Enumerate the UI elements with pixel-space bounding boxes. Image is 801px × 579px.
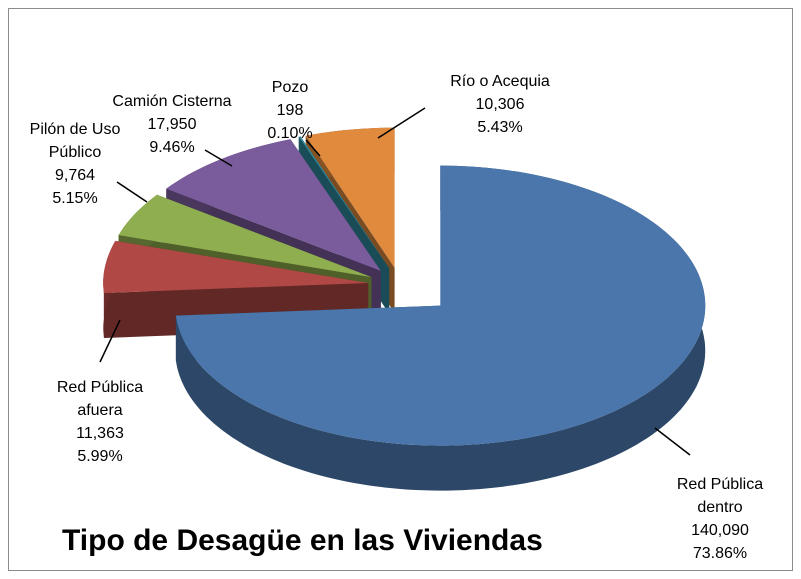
- value-label: 11,363: [76, 425, 124, 442]
- slice-top: [175, 165, 706, 446]
- leader-lines: [99, 107, 691, 456]
- value-label: 9.46%: [149, 139, 195, 156]
- data-label: Pozo 198 0.10%: [240, 76, 340, 145]
- slice-top: [298, 136, 390, 269]
- data-label: Camión Cisterna 17,950 9.46%: [92, 90, 252, 159]
- value-label: 198: [276, 102, 304, 119]
- category-label: Río o Acequia: [450, 73, 550, 90]
- leader-line: [204, 149, 233, 167]
- category-label: Camión Cisterna: [112, 93, 232, 110]
- leader-line: [654, 427, 691, 456]
- data-label: Pilón de Uso Público 9,764 5.15%: [15, 118, 135, 210]
- data-label: Río o Acequia 10,306 5.43%: [430, 70, 570, 139]
- data-label: Red Pública dentro 140,090 73.86%: [670, 473, 770, 565]
- value-label: 5.99%: [77, 448, 123, 465]
- leader-line: [99, 319, 121, 363]
- value-label: 9,764: [54, 167, 96, 184]
- category-label: Red Pública dentro: [676, 476, 764, 516]
- slice: [175, 165, 706, 491]
- leader-line: [377, 107, 426, 139]
- data-label: Red Pública afuera 11,363 5.99%: [40, 376, 160, 468]
- slice-top: [166, 139, 381, 271]
- category-label: Red Pública afuera: [56, 379, 144, 419]
- chart-border: [8, 8, 793, 571]
- category-label: Pozo: [271, 79, 309, 96]
- value-label: 5.15%: [52, 190, 98, 207]
- value-label: 73.86%: [692, 545, 748, 562]
- leader-line: [305, 139, 321, 157]
- leader-line: [116, 181, 148, 203]
- slice-top: [305, 127, 395, 268]
- value-label: 0.10%: [267, 125, 313, 142]
- pie: [103, 127, 706, 491]
- category-label: Pilón de Uso Público: [29, 121, 121, 161]
- value-label: 10,306: [475, 96, 525, 113]
- value-label: 17,950: [147, 116, 197, 133]
- slice-top: [103, 240, 369, 293]
- chart-title: Tipo de Desagüe en las Viviendas: [62, 524, 543, 557]
- slice-top: [118, 194, 372, 278]
- value-label: 140,090: [691, 522, 749, 539]
- value-label: 5.43%: [477, 119, 523, 136]
